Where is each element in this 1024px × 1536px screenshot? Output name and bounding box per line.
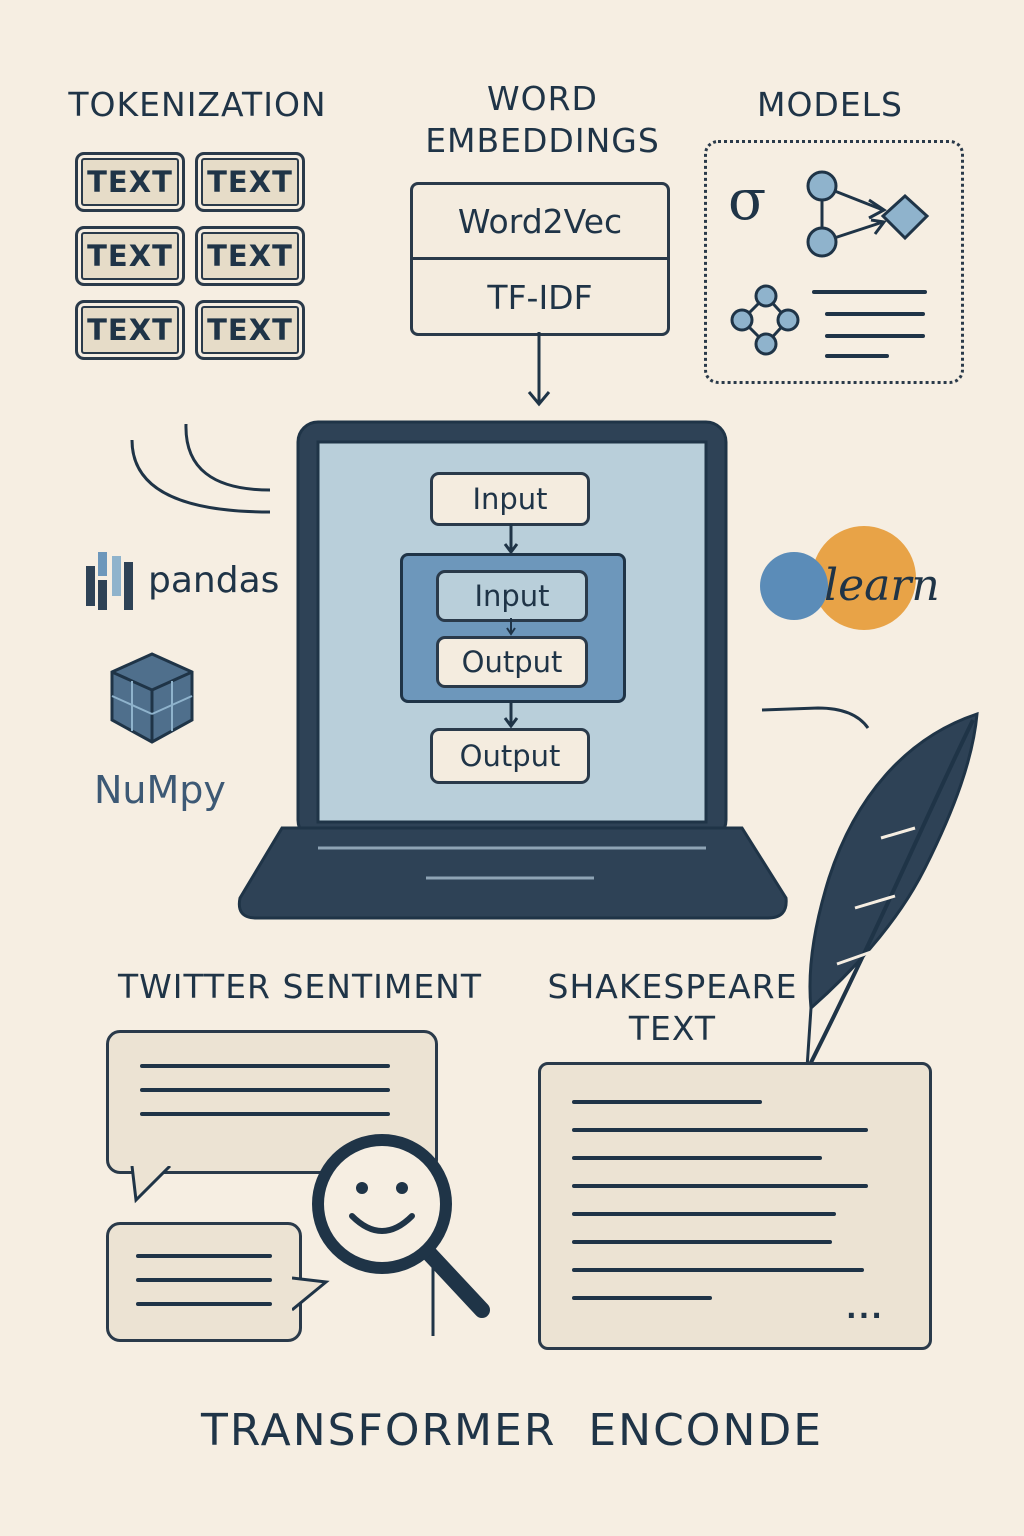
inner-input-box: Input bbox=[436, 570, 588, 622]
numpy-cube-icon bbox=[110, 652, 194, 744]
text-line bbox=[572, 1212, 836, 1216]
text-line bbox=[825, 354, 889, 358]
flow-arrows bbox=[503, 524, 519, 728]
tree-network-icon bbox=[730, 284, 800, 356]
text-line bbox=[572, 1296, 712, 1300]
graph-network-icon bbox=[806, 170, 930, 258]
models-box bbox=[704, 140, 964, 384]
bubble-tail bbox=[292, 1276, 330, 1312]
text-line bbox=[136, 1254, 272, 1258]
embeddings-arrow bbox=[527, 332, 551, 407]
text-line bbox=[140, 1064, 390, 1068]
bubble-tail bbox=[130, 1166, 172, 1204]
text-line bbox=[572, 1156, 822, 1160]
text-line bbox=[812, 290, 927, 294]
pandas-logo-icon bbox=[86, 552, 133, 610]
text-line bbox=[825, 312, 925, 316]
embeddings-box: Word2Vec TF-IDF bbox=[410, 182, 670, 336]
token-box: TEXT bbox=[195, 300, 305, 360]
token-box: TEXT bbox=[75, 152, 185, 212]
sigma-symbol: σ bbox=[728, 168, 767, 233]
tfidf-label: TF-IDF bbox=[487, 277, 593, 317]
decorative-curve bbox=[761, 706, 870, 729]
tokenization-title: TOKENIZATION bbox=[68, 85, 327, 124]
text-line bbox=[572, 1128, 868, 1132]
sklearn-label: learn bbox=[824, 560, 940, 611]
inner-output-box: Output bbox=[436, 636, 588, 688]
shakespeare-document bbox=[538, 1062, 932, 1350]
token-box: TEXT bbox=[195, 226, 305, 286]
text-line bbox=[825, 334, 925, 338]
text-line bbox=[140, 1088, 390, 1092]
text-line bbox=[572, 1268, 864, 1272]
shakespeare-title: SHAKESPEARE TEXT bbox=[547, 967, 798, 1048]
text-line bbox=[572, 1240, 832, 1244]
output-box: Output bbox=[430, 728, 590, 784]
input-box: Input bbox=[430, 472, 590, 526]
token-box: TEXT bbox=[75, 226, 185, 286]
pandas-label: pandas bbox=[148, 560, 280, 601]
twitter-sentiment-title: TWITTER SENTIMENT bbox=[117, 967, 483, 1006]
magnifier-smiley-icon bbox=[312, 1134, 490, 1318]
word-embeddings-title: WORD EMBEDDINGS bbox=[425, 79, 660, 160]
text-line bbox=[572, 1100, 762, 1104]
word2vec-label: Word2Vec bbox=[413, 185, 667, 260]
text-line bbox=[136, 1302, 272, 1306]
ellipsis-label: ... bbox=[846, 1292, 884, 1325]
footer-title: TRANSFORMER ENCONDE bbox=[200, 1405, 824, 1456]
quill-feather-icon bbox=[787, 711, 979, 1105]
tweet-bubble bbox=[106, 1222, 302, 1342]
text-line bbox=[136, 1278, 272, 1282]
token-box: TEXT bbox=[75, 300, 185, 360]
models-title: MODELS bbox=[756, 85, 904, 124]
numpy-label: NuMpy bbox=[94, 768, 226, 812]
decorative-line bbox=[431, 1240, 435, 1336]
token-box: TEXT bbox=[195, 152, 305, 212]
text-line bbox=[572, 1184, 868, 1188]
sklearn-logo-icon bbox=[760, 526, 916, 630]
decorative-curve bbox=[130, 423, 271, 514]
text-line bbox=[140, 1112, 390, 1116]
